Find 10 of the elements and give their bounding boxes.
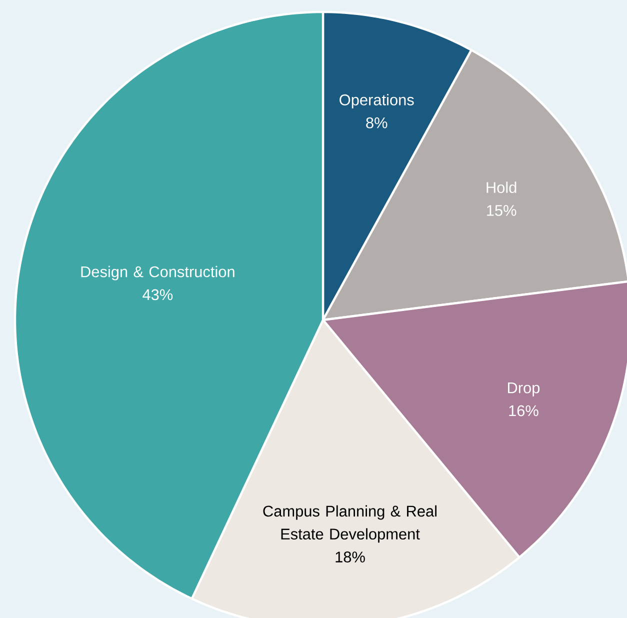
data-label: 18%: [336, 552, 365, 562]
data-label: 8%: [366, 117, 388, 128]
slice-label: Design & Construction: [81, 266, 234, 280]
slice-label: Campus Planning & Real Estate Development: [263, 505, 436, 543]
data-label: 16%: [509, 405, 538, 416]
data-label: 15%: [487, 205, 516, 216]
slice-label: Operations: [340, 94, 414, 108]
data-label: 43%: [142, 289, 173, 300]
slice-label: Drop: [508, 382, 540, 396]
slice-label: Hold: [486, 182, 516, 194]
